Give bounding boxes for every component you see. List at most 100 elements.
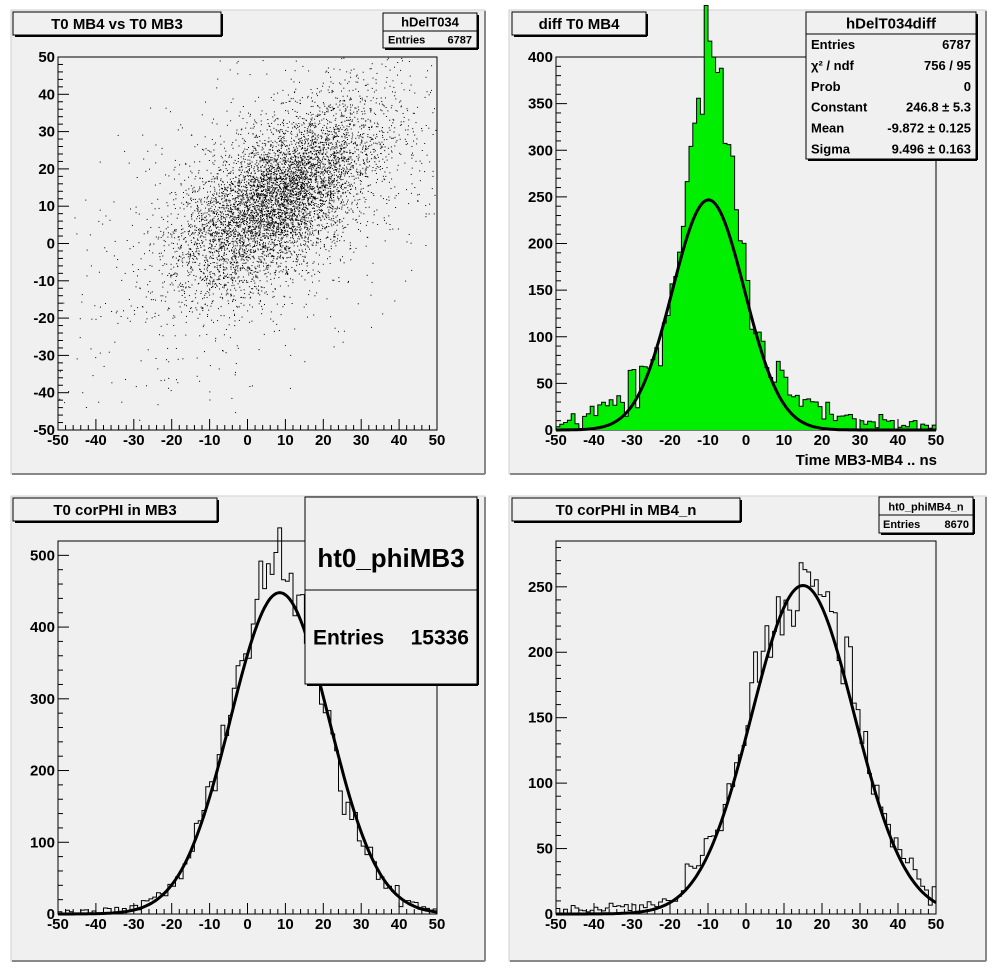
scatter-point <box>218 232 220 234</box>
scatter-point <box>328 163 330 165</box>
scatter-point <box>385 222 387 224</box>
scatter-point <box>271 157 273 158</box>
scatter-point <box>310 185 312 187</box>
scatter-point <box>299 192 301 194</box>
scatter-point <box>337 106 339 108</box>
scatter-point <box>294 70 296 72</box>
scatter-point <box>267 183 268 185</box>
scatter-point <box>292 179 294 181</box>
scatter-point <box>171 282 173 284</box>
scatter-point <box>251 217 253 219</box>
scatter-point <box>382 136 384 138</box>
scatter-point <box>267 173 269 175</box>
scatter-point <box>279 178 281 180</box>
scatter-point <box>266 171 268 173</box>
scatter-point <box>237 207 239 209</box>
scatter-point <box>326 226 328 227</box>
scatter-point <box>249 297 251 299</box>
scatter-point <box>298 273 300 275</box>
scatter-point <box>335 132 337 134</box>
scatter-point <box>237 267 239 269</box>
scatter-point <box>276 117 278 119</box>
scatter-point <box>325 140 326 142</box>
scatter-point <box>345 173 346 175</box>
scatter-point <box>287 185 289 187</box>
scatter-point <box>291 217 293 219</box>
scatter-point <box>374 157 376 159</box>
scatter-point <box>386 77 388 78</box>
scatter-point <box>294 241 295 243</box>
scatter-point <box>250 187 251 189</box>
scatter-point <box>229 222 230 224</box>
scatter-point <box>297 183 298 185</box>
scatter-point <box>191 172 193 174</box>
scatter-point <box>267 249 269 251</box>
scatter-point <box>269 227 271 228</box>
scatter-point <box>312 281 313 283</box>
scatter-point <box>310 197 312 199</box>
scatter-point <box>288 218 290 219</box>
scatter-point <box>345 146 347 148</box>
scatter-point <box>415 160 417 162</box>
scatter-point <box>305 119 307 121</box>
scatter-point <box>301 145 303 146</box>
scatter-point <box>243 233 245 235</box>
scatter-point <box>238 169 240 171</box>
scatter-point <box>59 398 61 400</box>
scatter-point <box>362 147 364 149</box>
scatter-point <box>248 226 250 228</box>
scatter-point <box>432 170 434 172</box>
scatter-point <box>285 281 287 282</box>
scatter-point <box>213 224 215 226</box>
scatter-point <box>285 212 286 214</box>
scatter-point <box>254 268 256 270</box>
scatter-point <box>306 153 308 155</box>
scatter-point <box>322 132 324 134</box>
scatter-point <box>267 224 269 226</box>
scatter-point <box>265 190 266 192</box>
scatter-point <box>266 205 268 207</box>
scatter-point <box>332 194 334 196</box>
scatter-point <box>274 213 276 215</box>
scatter-point <box>341 206 343 208</box>
scatter-point <box>293 147 295 149</box>
scatter-point <box>393 86 395 88</box>
scatter-point <box>333 224 335 226</box>
scatter-point <box>105 303 106 304</box>
scatter-point <box>199 335 201 337</box>
scatter-point <box>367 118 369 120</box>
scatter-point <box>199 228 201 230</box>
scatter-point <box>138 213 140 215</box>
scatter-point <box>219 247 221 249</box>
scatter-point <box>258 349 260 351</box>
scatter-point <box>330 165 332 167</box>
scatter-point <box>342 100 344 102</box>
scatter-point <box>299 172 301 174</box>
scatter-point <box>252 196 254 198</box>
scatter-point <box>286 236 288 238</box>
scatter-point <box>338 190 340 191</box>
scatter-point <box>248 200 250 202</box>
scatter-point <box>347 212 349 214</box>
scatter-point <box>279 188 281 190</box>
scatter-point <box>366 157 368 159</box>
scatter-point <box>197 207 199 209</box>
scatter-point <box>198 212 200 214</box>
scatter-point <box>206 169 208 171</box>
scatter-point <box>343 150 345 152</box>
scatter-point <box>288 216 290 218</box>
scatter-point <box>257 237 259 239</box>
scatter-point <box>289 166 291 168</box>
scatter-point <box>249 74 251 76</box>
scatter-point <box>172 247 174 249</box>
scatter-point <box>300 161 302 163</box>
scatter-point <box>159 259 161 261</box>
scatter-point <box>295 146 297 148</box>
scatter-point <box>286 241 288 243</box>
scatter-point <box>342 179 344 180</box>
scatter-point <box>234 269 236 271</box>
scatter-point <box>287 199 289 201</box>
scatter-point <box>321 172 323 174</box>
scatter-point <box>314 172 316 174</box>
scatter-point <box>260 220 262 222</box>
